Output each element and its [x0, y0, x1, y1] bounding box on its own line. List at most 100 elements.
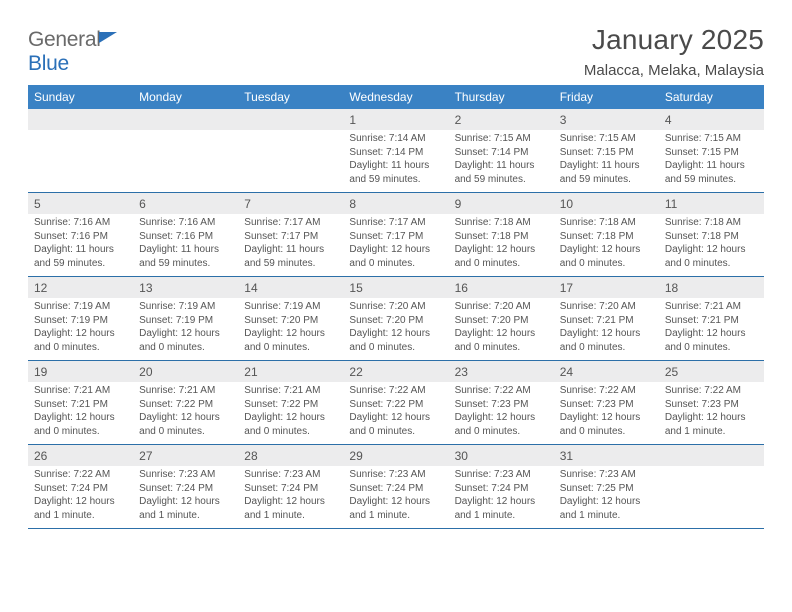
day-text-cell: Sunrise: 7:17 AM Sunset: 7:17 PM Dayligh… [238, 214, 343, 275]
day-number-row: 262728293031 [28, 445, 764, 466]
header: General Blue January 2025 Malacca, Melak… [28, 24, 764, 79]
day-number-cell: 31 [554, 445, 659, 466]
weekday-header-cell: Friday [554, 85, 659, 109]
brand-name-part1: General [28, 28, 101, 51]
day-text-cell: Sunrise: 7:21 AM Sunset: 7:21 PM Dayligh… [659, 298, 764, 359]
weekday-header-cell: Tuesday [238, 85, 343, 109]
day-text-row: Sunrise: 7:14 AM Sunset: 7:14 PM Dayligh… [28, 130, 764, 191]
day-number-cell: 21 [238, 361, 343, 382]
brand-name: General Blue [28, 28, 117, 76]
location-text: Malacca, Melaka, Malaysia [584, 62, 764, 79]
weekday-header-row: SundayMondayTuesdayWednesdayThursdayFrid… [28, 85, 764, 109]
day-number-cell: 12 [28, 277, 133, 298]
day-number-cell: 24 [554, 361, 659, 382]
day-text-cell: Sunrise: 7:23 AM Sunset: 7:24 PM Dayligh… [238, 466, 343, 527]
day-text-cell: Sunrise: 7:19 AM Sunset: 7:19 PM Dayligh… [133, 298, 238, 359]
day-text-cell: Sunrise: 7:22 AM Sunset: 7:23 PM Dayligh… [449, 382, 554, 443]
day-text-cell: Sunrise: 7:22 AM Sunset: 7:22 PM Dayligh… [343, 382, 448, 443]
day-number-row: 19202122232425 [28, 361, 764, 382]
day-text-cell: Sunrise: 7:18 AM Sunset: 7:18 PM Dayligh… [554, 214, 659, 275]
day-number-cell: 19 [28, 361, 133, 382]
title-block: January 2025 Malacca, Melaka, Malaysia [584, 24, 764, 79]
day-number-cell: 30 [449, 445, 554, 466]
day-text-row: Sunrise: 7:16 AM Sunset: 7:16 PM Dayligh… [28, 214, 764, 275]
day-number-cell: 27 [133, 445, 238, 466]
day-number-cell: 20 [133, 361, 238, 382]
day-number-cell: 25 [659, 361, 764, 382]
day-text-cell: Sunrise: 7:15 AM Sunset: 7:15 PM Dayligh… [659, 130, 764, 191]
weekday-header-cell: Monday [133, 85, 238, 109]
day-number-cell [659, 445, 764, 466]
day-number-cell: 29 [343, 445, 448, 466]
day-text-cell: Sunrise: 7:16 AM Sunset: 7:16 PM Dayligh… [133, 214, 238, 275]
day-number-cell: 26 [28, 445, 133, 466]
day-text-cell [659, 466, 764, 527]
day-text-cell: Sunrise: 7:21 AM Sunset: 7:22 PM Dayligh… [238, 382, 343, 443]
day-text-cell [133, 130, 238, 191]
day-text-cell: Sunrise: 7:14 AM Sunset: 7:14 PM Dayligh… [343, 130, 448, 191]
day-text-cell: Sunrise: 7:17 AM Sunset: 7:17 PM Dayligh… [343, 214, 448, 275]
day-number-cell: 15 [343, 277, 448, 298]
day-text-cell: Sunrise: 7:23 AM Sunset: 7:24 PM Dayligh… [449, 466, 554, 527]
day-number-cell: 17 [554, 277, 659, 298]
day-text-row: Sunrise: 7:21 AM Sunset: 7:21 PM Dayligh… [28, 382, 764, 443]
day-text-cell: Sunrise: 7:23 AM Sunset: 7:24 PM Dayligh… [133, 466, 238, 527]
weekday-header-cell: Thursday [449, 85, 554, 109]
day-number-cell: 11 [659, 193, 764, 214]
day-text-row: Sunrise: 7:22 AM Sunset: 7:24 PM Dayligh… [28, 466, 764, 527]
day-number-cell: 6 [133, 193, 238, 214]
day-number-cell: 14 [238, 277, 343, 298]
weekday-header-cell: Sunday [28, 85, 133, 109]
day-number-cell: 2 [449, 109, 554, 130]
day-number-cell: 10 [554, 193, 659, 214]
day-number-cell: 18 [659, 277, 764, 298]
weekday-header-cell: Wednesday [343, 85, 448, 109]
day-text-cell: Sunrise: 7:22 AM Sunset: 7:23 PM Dayligh… [659, 382, 764, 443]
day-text-cell: Sunrise: 7:20 AM Sunset: 7:20 PM Dayligh… [449, 298, 554, 359]
brand-logo: General Blue [28, 24, 117, 76]
day-number-cell: 5 [28, 193, 133, 214]
day-number-row: 567891011 [28, 193, 764, 214]
day-text-cell: Sunrise: 7:23 AM Sunset: 7:25 PM Dayligh… [554, 466, 659, 527]
day-number-row: 12131415161718 [28, 277, 764, 298]
day-number-cell: 8 [343, 193, 448, 214]
day-number-cell [133, 109, 238, 130]
day-text-cell: Sunrise: 7:23 AM Sunset: 7:24 PM Dayligh… [343, 466, 448, 527]
day-number-cell: 7 [238, 193, 343, 214]
day-text-cell [28, 130, 133, 191]
day-number-cell [28, 109, 133, 130]
day-number-cell: 28 [238, 445, 343, 466]
day-text-cell: Sunrise: 7:21 AM Sunset: 7:22 PM Dayligh… [133, 382, 238, 443]
day-number-cell: 9 [449, 193, 554, 214]
day-number-cell: 13 [133, 277, 238, 298]
day-number-cell: 1 [343, 109, 448, 130]
day-text-cell: Sunrise: 7:18 AM Sunset: 7:18 PM Dayligh… [659, 214, 764, 275]
day-number-cell: 4 [659, 109, 764, 130]
day-number-cell: 22 [343, 361, 448, 382]
day-text-cell: Sunrise: 7:19 AM Sunset: 7:19 PM Dayligh… [28, 298, 133, 359]
day-text-cell: Sunrise: 7:19 AM Sunset: 7:20 PM Dayligh… [238, 298, 343, 359]
brand-triangle-icon [99, 32, 117, 43]
day-text-cell: Sunrise: 7:22 AM Sunset: 7:23 PM Dayligh… [554, 382, 659, 443]
day-text-cell [238, 130, 343, 191]
day-text-cell: Sunrise: 7:22 AM Sunset: 7:24 PM Dayligh… [28, 466, 133, 527]
day-text-row: Sunrise: 7:19 AM Sunset: 7:19 PM Dayligh… [28, 298, 764, 359]
day-text-cell: Sunrise: 7:20 AM Sunset: 7:20 PM Dayligh… [343, 298, 448, 359]
day-number-cell: 16 [449, 277, 554, 298]
day-text-cell: Sunrise: 7:18 AM Sunset: 7:18 PM Dayligh… [449, 214, 554, 275]
day-text-cell: Sunrise: 7:16 AM Sunset: 7:16 PM Dayligh… [28, 214, 133, 275]
weeks-container: 1234Sunrise: 7:14 AM Sunset: 7:14 PM Day… [28, 109, 764, 529]
month-title: January 2025 [584, 24, 764, 56]
day-number-cell: 3 [554, 109, 659, 130]
day-number-cell [238, 109, 343, 130]
day-number-cell: 23 [449, 361, 554, 382]
week-separator [28, 528, 764, 529]
day-text-cell: Sunrise: 7:21 AM Sunset: 7:21 PM Dayligh… [28, 382, 133, 443]
brand-name-part2: Blue [28, 52, 69, 75]
day-text-cell: Sunrise: 7:20 AM Sunset: 7:21 PM Dayligh… [554, 298, 659, 359]
day-text-cell: Sunrise: 7:15 AM Sunset: 7:15 PM Dayligh… [554, 130, 659, 191]
calendar-page: General Blue January 2025 Malacca, Melak… [0, 0, 792, 539]
day-number-row: 1234 [28, 109, 764, 130]
day-text-cell: Sunrise: 7:15 AM Sunset: 7:14 PM Dayligh… [449, 130, 554, 191]
calendar-grid: SundayMondayTuesdayWednesdayThursdayFrid… [28, 85, 764, 529]
